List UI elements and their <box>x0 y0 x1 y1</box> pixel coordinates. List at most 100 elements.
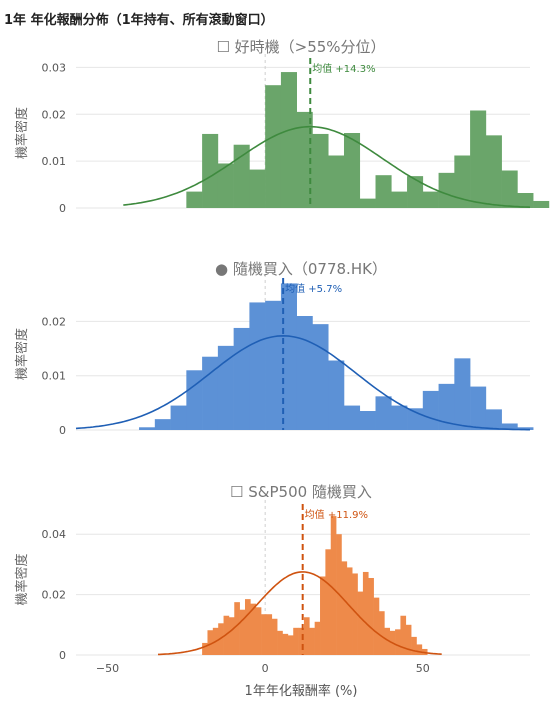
y-tick-label: 0.02 <box>42 589 67 602</box>
histogram-bar <box>343 133 361 208</box>
histogram-bar <box>357 591 364 655</box>
histogram-bar <box>320 576 326 655</box>
histogram-bar <box>228 617 235 655</box>
histogram-bar <box>368 577 374 655</box>
normal-curve <box>158 571 442 656</box>
y-tick-label: 0.01 <box>42 155 67 168</box>
histogram-bar <box>170 405 187 430</box>
panel-2: 0 0.01 0.02 ● 隨機買入（0778.HK） 機率密度 均值 +5.7% <box>14 260 534 437</box>
histogram-bar <box>265 85 282 208</box>
histogram-bar <box>359 411 376 430</box>
x-tick-label: 0 <box>262 662 269 675</box>
mean-label: 均值 +5.7% <box>285 282 342 295</box>
histogram-bar <box>330 516 337 655</box>
histogram-bar <box>234 602 240 655</box>
mean-label: 均值 +14.3% <box>312 62 375 75</box>
histogram-bar <box>271 618 278 655</box>
histogram-bar <box>298 627 305 655</box>
histogram-bar <box>328 360 345 430</box>
histogram-bar <box>244 599 251 655</box>
histogram-bar <box>249 169 266 208</box>
histogram-bar <box>255 607 262 655</box>
histogram-bar <box>341 561 348 655</box>
histogram-bar <box>202 133 219 208</box>
histogram-bar <box>391 405 408 430</box>
histogram-bar <box>328 155 345 208</box>
y-axis-label: 機率密度 <box>14 553 30 605</box>
histogram-bar <box>438 172 455 208</box>
histogram-bar <box>261 614 267 655</box>
histogram-bar <box>312 133 329 208</box>
histogram-bar <box>207 630 214 655</box>
histogram-bar <box>501 170 518 208</box>
histogram-bar <box>517 193 534 208</box>
histogram-bar <box>217 163 234 208</box>
histogram-bar <box>470 386 487 430</box>
histogram-bar <box>303 617 310 655</box>
figure-title: 1年 年化報酬分佈（1年持有、所有滾動窗口） <box>4 12 274 28</box>
y-axis-label: 機率密度 <box>14 107 30 159</box>
histogram-bar <box>186 370 203 430</box>
histogram-bar <box>309 627 315 655</box>
histogram-bar <box>223 615 230 655</box>
histogram-bar <box>454 358 471 430</box>
histogram-bar <box>250 603 257 655</box>
histogram-bar <box>325 549 332 655</box>
histogram-bar <box>352 573 358 655</box>
histogram-bar <box>280 72 297 208</box>
histogram-bar <box>239 609 246 655</box>
y-tick-label: 0.04 <box>42 528 67 541</box>
y-tick-label: 0.02 <box>42 108 67 121</box>
histogram-bar <box>378 611 385 655</box>
histogram-bar <box>266 614 273 655</box>
histogram-bar <box>217 345 234 430</box>
histogram-bar <box>375 175 392 208</box>
histogram-bar <box>395 629 401 655</box>
panel-title: ☐ S&P500 隨機買入 <box>230 483 372 501</box>
x-axis: −50 0 50 <box>96 662 430 675</box>
histogram-bar <box>416 644 423 655</box>
histogram-bar <box>233 144 250 208</box>
normal-curve <box>123 125 531 208</box>
histogram-bar <box>422 390 439 430</box>
histogram-bar <box>282 633 289 655</box>
histogram-bar <box>438 383 455 430</box>
histogram-bar <box>287 635 294 655</box>
histogram-bar <box>343 405 361 430</box>
histogram-bar <box>501 423 518 430</box>
panels-group: 0 0.01 0.02 0.03 ☐ 好時機（>55%分位） 機率密度 均值 +14.3% 0… <box>14 38 550 662</box>
histogram-bar <box>384 627 391 655</box>
mean-label: 均值 +11.9% <box>305 508 368 521</box>
histogram-bar <box>375 396 392 430</box>
histogram-bar <box>454 155 471 208</box>
histogram-bar <box>154 419 171 430</box>
histogram-bar <box>202 356 219 430</box>
panel-title: ☐ 好時機（>55%分位） <box>216 38 385 56</box>
histogram-bar <box>485 135 502 208</box>
histogram-bar <box>346 567 353 655</box>
histogram-bar <box>422 191 439 208</box>
histogram-bar <box>249 302 266 430</box>
histogram-bar <box>400 615 407 655</box>
histogram-bar <box>312 324 329 430</box>
histogram-bar <box>470 110 487 208</box>
y-tick-label: 0.03 <box>42 61 67 74</box>
histogram-bar <box>405 624 412 655</box>
x-axis-label: 1年年化報酬率 (%) <box>245 683 358 699</box>
panel-1: 0 0.01 0.02 0.03 ☐ 好時機（>55%分位） 機率密度 均值 +14.3% <box>14 38 550 215</box>
x-tick-label: 50 <box>416 662 430 675</box>
histogram-bar <box>202 642 208 655</box>
histogram-bar <box>359 198 376 208</box>
histogram-bar <box>186 191 203 208</box>
histogram-bar <box>296 316 313 430</box>
y-tick-label: 0.02 <box>42 315 67 328</box>
histogram-bar <box>277 630 283 655</box>
x-tick-label: −50 <box>96 662 119 675</box>
y-tick-label: 0 <box>59 649 66 662</box>
histogram-bar <box>296 111 313 208</box>
histogram-bar <box>407 176 424 208</box>
histogram-bar <box>411 636 417 655</box>
histogram-bar <box>517 427 534 430</box>
